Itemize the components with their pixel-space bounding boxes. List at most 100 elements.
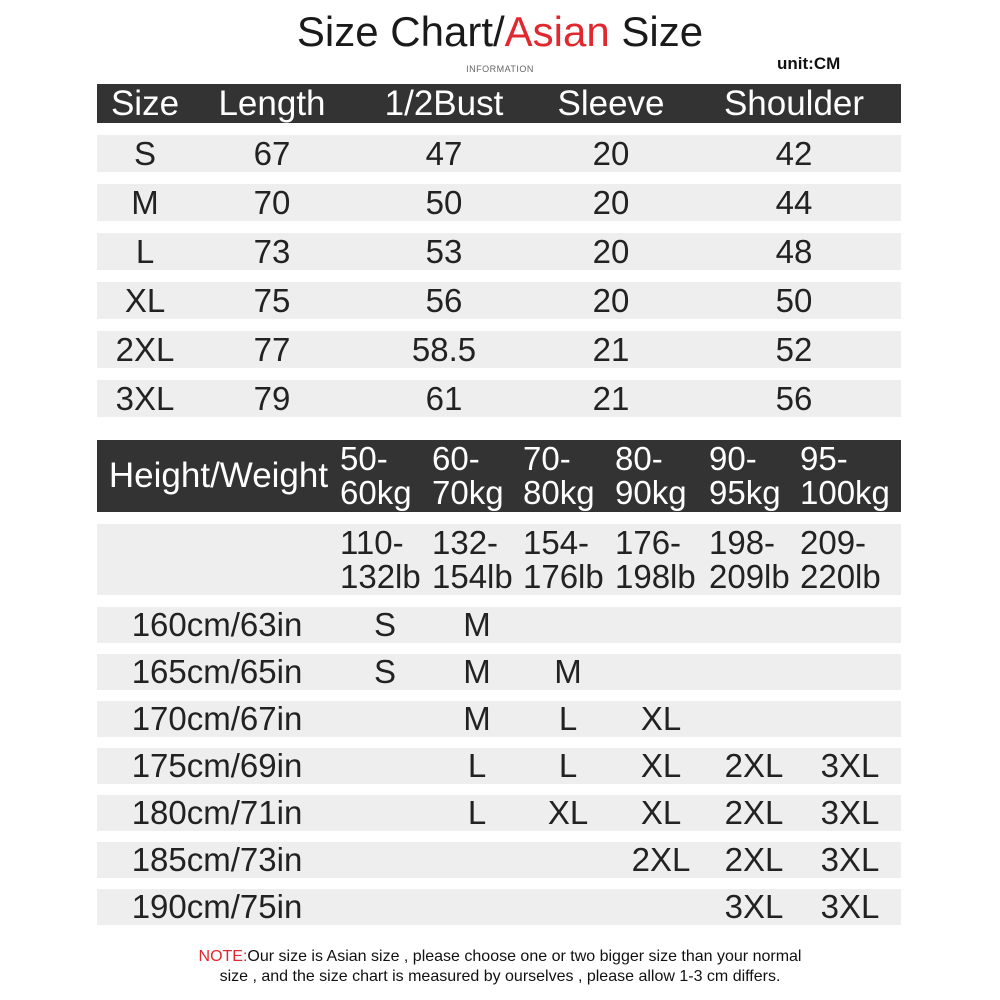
lb-range-line: 220lb <box>800 557 881 595</box>
unit-label: unit:CM <box>777 54 841 73</box>
size-cell: L <box>558 700 578 737</box>
table-cell: XL <box>124 281 166 319</box>
kg-range-line: 80kg <box>523 474 595 511</box>
size-cell: S <box>373 653 396 690</box>
lb-range-line: 132- <box>432 523 499 561</box>
kg-range: 95- 100kg <box>800 440 890 512</box>
table-row: XL 75 56 20 50 <box>97 282 901 319</box>
size-cell: XL <box>547 794 589 831</box>
size-cell: 3XL <box>724 888 784 925</box>
lb-range-line: 176lb <box>523 557 604 595</box>
kg-range-line: 70- <box>523 440 571 477</box>
size-cell: XL <box>640 794 682 831</box>
kg-range: 90- 95kg <box>709 440 781 512</box>
kg-range: 80- 90kg <box>615 440 687 512</box>
lb-range-line: 209lb <box>709 557 790 595</box>
size-cell: M <box>554 653 582 690</box>
size-table-header: Size Length 1/2Bust Sleeve Shoulder <box>97 84 901 123</box>
kg-range-line: 80- <box>615 440 663 477</box>
table-cell: 67 <box>253 134 291 172</box>
kg-range-line: 95- <box>800 440 848 477</box>
size-cell: L <box>467 794 487 831</box>
lb-range: 132- 154lb <box>432 524 513 595</box>
column-header: 1/2Bust <box>384 83 504 123</box>
kg-range: 60- 70kg <box>432 440 504 512</box>
table-cell: 58.5 <box>411 330 477 368</box>
lb-range: 209- 220lb <box>800 524 881 595</box>
table-cell: 42 <box>775 134 813 172</box>
height-cell: 190cm/75in <box>131 888 303 925</box>
kg-range-line: 95kg <box>709 474 781 511</box>
table-cell: 56 <box>425 281 463 319</box>
lb-range-line: 209- <box>800 523 867 561</box>
title-text-end: Size <box>609 8 704 55</box>
size-cell: L <box>558 747 578 784</box>
note: NOTE:Our size is Asian size , please cho… <box>0 947 1000 987</box>
kg-range-line: 100kg <box>800 474 890 511</box>
page-title: Size Chart/Asian Size <box>0 8 1000 56</box>
table-cell: 21 <box>592 379 630 417</box>
note-label: NOTE: <box>198 948 248 965</box>
kg-range: 70- 80kg <box>523 440 595 512</box>
table-cell: S <box>133 134 156 172</box>
height-cell: 170cm/67in <box>131 700 303 737</box>
height-weight-label: Height/Weight <box>108 456 329 495</box>
lb-range-line: 176- <box>615 523 682 561</box>
lb-range-line: 132lb <box>340 557 421 595</box>
fit-table-header: Height/Weight 50- 60kg 60- 70kg 70- 80kg 80- 90k… <box>97 440 901 512</box>
title-text: Size Chart/ <box>296 8 505 55</box>
lb-range: 110- 132lb <box>340 524 421 595</box>
size-cell: 3XL <box>820 841 880 878</box>
lb-range: 198- 209lb <box>709 524 790 595</box>
table-row: 185cm/73in 2XL 2XL 3XL <box>97 841 901 878</box>
height-cell: 175cm/69in <box>131 747 303 784</box>
table-cell: 20 <box>592 281 630 319</box>
kg-range-line: 90kg <box>615 474 687 511</box>
table-cell: 61 <box>425 379 463 417</box>
size-cell: M <box>463 653 491 690</box>
kg-range-line: 60kg <box>340 474 412 511</box>
note-line1: Our size is Asian size , please choose o… <box>247 948 802 965</box>
height-cell: 180cm/71in <box>131 794 303 831</box>
table-cell: 20 <box>592 134 630 172</box>
subtitle: INFORMATION <box>466 64 534 74</box>
kg-range-line: 50- <box>340 440 388 477</box>
size-cell: M <box>463 700 491 737</box>
size-cell: XL <box>640 700 682 737</box>
size-cell: 2XL <box>724 794 784 831</box>
column-header: Shoulder <box>723 83 865 123</box>
column-header: Sleeve <box>557 83 665 123</box>
size-cell <box>770 701 930 737</box>
table-row: M 70 50 20 44 <box>97 184 901 221</box>
table-cell: 21 <box>592 330 630 368</box>
kg-range-line: 60- <box>432 440 480 477</box>
table-cell: 50 <box>775 281 813 319</box>
table-cell: 20 <box>592 183 630 221</box>
table-cell: 52 <box>775 330 813 368</box>
table-cell: 47 <box>425 134 463 172</box>
kg-range: 50- 60kg <box>340 440 412 512</box>
size-cell: 3XL <box>820 888 880 925</box>
kg-range-line: 90- <box>709 440 757 477</box>
kg-range-line: 70kg <box>432 474 504 511</box>
lb-range-line: 198lb <box>615 557 696 595</box>
table-cell: 70 <box>253 183 291 221</box>
table-row: 2XL 77 58.5 21 52 <box>97 331 901 368</box>
size-cell <box>770 607 930 643</box>
table-cell: 2XL <box>115 330 175 368</box>
table-row: 175cm/69in L L XL 2XL 3XL <box>97 747 901 784</box>
size-cell <box>770 654 930 690</box>
table-cell: 75 <box>253 281 291 319</box>
size-cell: 3XL <box>820 747 880 784</box>
table-cell: 20 <box>592 232 630 270</box>
height-cell: 165cm/65in <box>131 653 303 690</box>
lb-range-line: 110- <box>340 523 404 561</box>
table-cell: 53 <box>425 232 463 270</box>
table-cell: 50 <box>425 183 463 221</box>
table-cell: 48 <box>775 232 813 270</box>
lb-row: 110- 132lb 132- 154lb 154- 176lb 176- 198lb 198-… <box>97 524 901 595</box>
table-row: L 73 53 20 48 <box>97 233 901 270</box>
table-row: 170cm/67in M L XL <box>97 700 901 737</box>
table-cell: 73 <box>253 232 291 270</box>
lb-range: 176- 198lb <box>615 524 696 595</box>
